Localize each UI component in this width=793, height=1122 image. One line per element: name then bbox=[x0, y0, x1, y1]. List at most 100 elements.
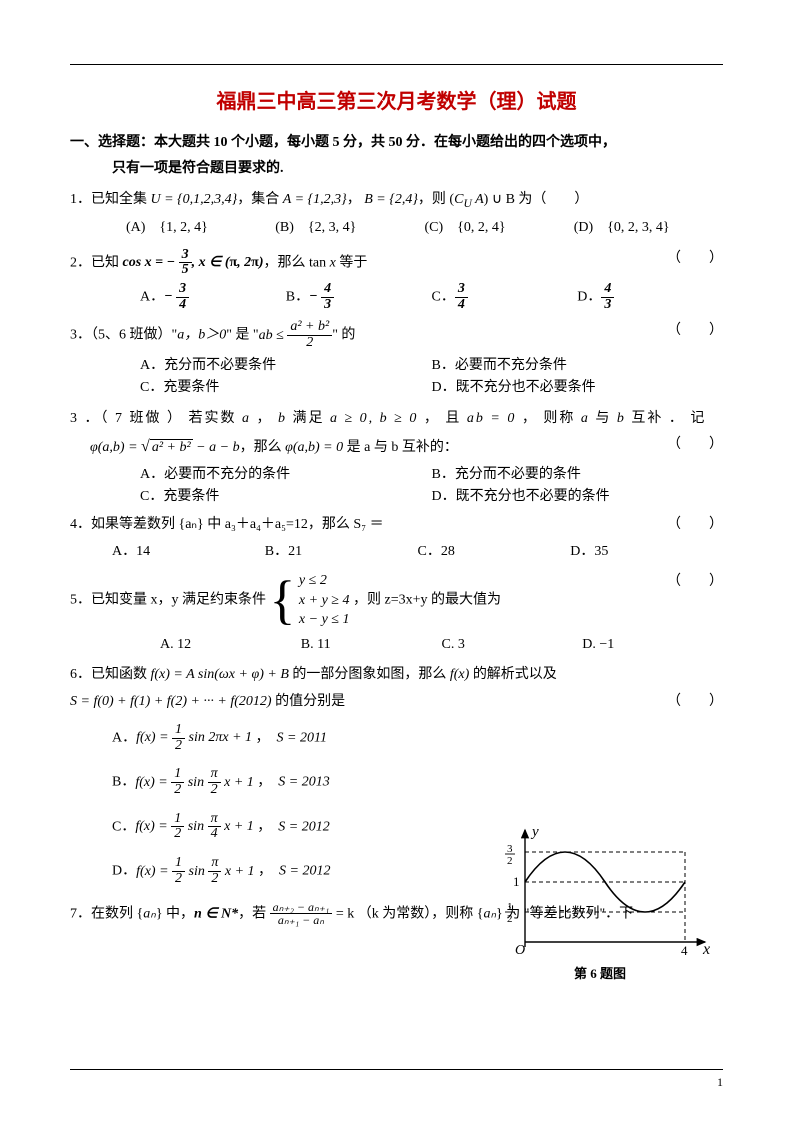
q6-pre: 6．已知函数 bbox=[70, 667, 151, 682]
q1-U: U = {0,1,2,3,4} bbox=[151, 192, 238, 207]
q2-tail: 等于 bbox=[336, 255, 368, 270]
q3a-opt-b: B．必要而不充分条件 bbox=[432, 355, 724, 377]
q3b-options: A．必要而不充分的条件 B．充分而不必要的条件 C．充要条件 D．既不充分也不必… bbox=[70, 464, 723, 509]
q3a-ab: a，b＞0 bbox=[177, 328, 226, 343]
q1-A: A = {1,2,3} bbox=[283, 192, 347, 207]
q3b-paren: （ ） bbox=[667, 434, 723, 456]
q7-m3: = k （k 为常数），则称 { bbox=[332, 906, 483, 921]
q6-S: S = f(0) + f(1) + f(2) + ··· + f(2012) bbox=[70, 694, 272, 709]
q5-brace: { y ≤ 2 x + y ≥ 4 x − y ≤ 1 bbox=[270, 571, 350, 630]
q6-options: A．f(x) = 12 sin 2πx + 1 ， S = 2011 B．f(x… bbox=[70, 723, 512, 887]
svg-text:3: 3 bbox=[507, 843, 513, 855]
question-6-line2: S = f(0) + f(1) + f(2) + ··· + f(2012) 的… bbox=[70, 691, 723, 713]
question-3a: 3．（5、6 班做）"a，b＞0" 是 "ab ≤ a² + b²2" 的 （ … bbox=[70, 320, 723, 350]
section-heading-line1: 一、选择题：本大题共 10 个小题，每小题 5 分，共 50 分．在每小题给出的… bbox=[70, 132, 723, 154]
q6-opt-d: D．f(x) = 12 sin π2 x + 1 ， S = 2012 bbox=[112, 856, 512, 886]
page-number: 1 bbox=[717, 1073, 723, 1092]
q6-figure-svg: y x O 4 3 2 1 1 2 bbox=[485, 822, 715, 962]
svg-text:4: 4 bbox=[681, 943, 688, 958]
q5-pre: 5．已知变量 x，y 满足约束条件 bbox=[70, 593, 270, 608]
q3a-post: " 的 bbox=[332, 328, 355, 343]
page-title: 福鼎三中高三第三次月考数学（理）试题 bbox=[70, 86, 723, 118]
q3a-opt-a: A．充分而不必要条件 bbox=[140, 355, 432, 377]
q3b-t2: 是 a 与 b 互补的： bbox=[343, 440, 458, 455]
q2-opt-a: A．− 34 bbox=[140, 282, 286, 312]
q1-opt-a: (A) {1, 2, 4} bbox=[126, 217, 275, 239]
q3b-a: a bbox=[242, 411, 251, 426]
q1-m1: ，集合 bbox=[237, 192, 283, 207]
q2-paren: （ ） bbox=[667, 248, 723, 270]
q3b-mid2: ， 且 bbox=[418, 411, 467, 426]
q4-opt-b: B．21 bbox=[265, 541, 418, 563]
q3b-tail: 互补 ． 记 bbox=[626, 411, 707, 426]
q5-post: ，则 z=3x+y 的最大值为 bbox=[353, 593, 501, 608]
q6-opt-b: B．f(x) = 12 sin π2 x + 1 ， S = 2013 bbox=[112, 767, 512, 797]
q3b-post: ， 则称 bbox=[516, 411, 581, 426]
q1-pre: 1．已知全集 bbox=[70, 192, 151, 207]
q3b-phiz: φ(a,b) = 0 bbox=[285, 440, 343, 455]
q1-opt-c: (C) {0, 2, 4} bbox=[425, 217, 574, 239]
svg-text:O: O bbox=[515, 943, 525, 958]
svg-text:1: 1 bbox=[507, 901, 513, 913]
q5-c2: x + y ≥ 4 bbox=[299, 591, 350, 611]
q3b-mid: 满足 bbox=[287, 411, 330, 426]
q6-figure: y x O 4 3 2 1 1 2 第 6 题图 bbox=[485, 822, 715, 985]
q4-options: A．14 B．21 C．28 D．35 bbox=[70, 541, 723, 563]
q3b-a2: a bbox=[581, 411, 590, 426]
q4-opt-c: C．28 bbox=[418, 541, 571, 563]
q6-l2p: 的值分别是 bbox=[272, 694, 346, 709]
q3a-ineq: ab ≤ a² + b²2 bbox=[259, 328, 333, 343]
q7-nin: n ∈ N* bbox=[194, 906, 238, 921]
q3a-opt-d: D．既不充分也不必要条件 bbox=[432, 377, 724, 399]
q3b-m2: ，那么 bbox=[240, 440, 286, 455]
q3a-opt-c: C．充要条件 bbox=[140, 377, 432, 399]
q3b-opt-c: C．充要条件 bbox=[140, 486, 432, 508]
q1-opt-d: (D) {0, 2, 3, 4} bbox=[574, 217, 723, 239]
q3b-cond1: a ≥ 0, b ≥ 0 bbox=[330, 411, 418, 426]
q6-fx2: f(x) bbox=[450, 667, 469, 682]
q7-frac: aₙ₊₂ − aₙ₊₁aₙ₊₁ − aₙ bbox=[270, 901, 333, 927]
q2-pre: 2．已知 bbox=[70, 255, 123, 270]
q3a-pre: 3．（5、6 班做）" bbox=[70, 328, 177, 343]
svg-text:1: 1 bbox=[513, 874, 520, 889]
q1-m2: ， bbox=[347, 192, 365, 207]
question-3b-line1: 3 ．（ 7 班做 ） 若实数 a ， b 满足 a ≥ 0, b ≥ 0 ， … bbox=[70, 408, 723, 430]
q5-options: A. 12 B. 11 C. 3 D. −1 bbox=[70, 634, 723, 656]
q7-m2: ，若 bbox=[238, 906, 270, 921]
q5-c1: y ≤ 2 bbox=[299, 571, 350, 591]
q4-text: 4．如果等差数列 {aₙ} 中 a₃＋a₄＋a₅=12，那么 S₇ ＝ bbox=[70, 517, 384, 532]
q3a-options: A．充分而不必要条件 B．必要而不充分条件 C．充要条件 D．既不充分也不必要条… bbox=[70, 355, 723, 400]
svg-text:2: 2 bbox=[507, 855, 513, 867]
svg-text:2: 2 bbox=[507, 913, 513, 925]
q6-post: 的解析式以及 bbox=[469, 667, 557, 682]
q4-opt-a: A．14 bbox=[112, 541, 265, 563]
q3b-cond2: ab = 0 bbox=[467, 411, 516, 426]
question-3b-line2: φ(a,b) = √a² + b² − a − b，那么 φ(a,b) = 0 … bbox=[70, 434, 723, 460]
q2-opt-b: B．− 43 bbox=[286, 282, 432, 312]
q2-post: ，那么 tan bbox=[264, 255, 330, 270]
q6-paren: （ ） bbox=[667, 691, 723, 713]
q3a-mid: " 是 " bbox=[226, 328, 258, 343]
q3b-opt-d: D．既不充分也不必要的条件 bbox=[432, 486, 724, 508]
q5-c3: x − y ≤ 1 bbox=[299, 610, 350, 630]
q2-opt-d: D．43 bbox=[577, 282, 723, 312]
q6-opt-a: A．f(x) = 12 sin 2πx + 1 ， S = 2011 bbox=[112, 723, 512, 753]
q2-cos: cos x = − 35, x ∈ (π, 2π) bbox=[123, 255, 264, 270]
q3b-opt-b: B．充分而不必要的条件 bbox=[432, 464, 724, 486]
q5-opt-b: B. 11 bbox=[301, 634, 442, 656]
svg-text:x: x bbox=[702, 941, 710, 958]
question-5: 5．已知变量 x，y 满足约束条件 { y ≤ 2 x + y ≥ 4 x − … bbox=[70, 571, 723, 630]
q5-opt-c: C. 3 bbox=[442, 634, 583, 656]
figure-caption: 第 6 题图 bbox=[485, 964, 715, 985]
q2-opt-c: C．34 bbox=[432, 282, 578, 312]
q2-options: A．− 34 B．− 43 C．34 D．43 bbox=[70, 282, 723, 312]
q6-fx: f(x) = A sin(ωx + φ) + B bbox=[151, 667, 289, 682]
q1-opt-b: (B) {2, 3, 4} bbox=[275, 217, 424, 239]
q3b-opt-a: A．必要而不充分的条件 bbox=[140, 464, 432, 486]
q1-options: (A) {1, 2, 4} (B) {2, 3, 4} (C) {0, 2, 4… bbox=[70, 217, 723, 239]
q5-opt-a: A. 12 bbox=[160, 634, 301, 656]
section-heading-line2: 只有一项是符合题目要求的. bbox=[70, 158, 723, 180]
q4-opt-d: D．35 bbox=[570, 541, 723, 563]
question-4: 4．如果等差数列 {aₙ} 中 a₃＋a₄＋a₅=12，那么 S₇ ＝ （ ） bbox=[70, 514, 723, 536]
q3b-phi: φ(a,b) = √a² + b² − a − b bbox=[90, 440, 240, 455]
